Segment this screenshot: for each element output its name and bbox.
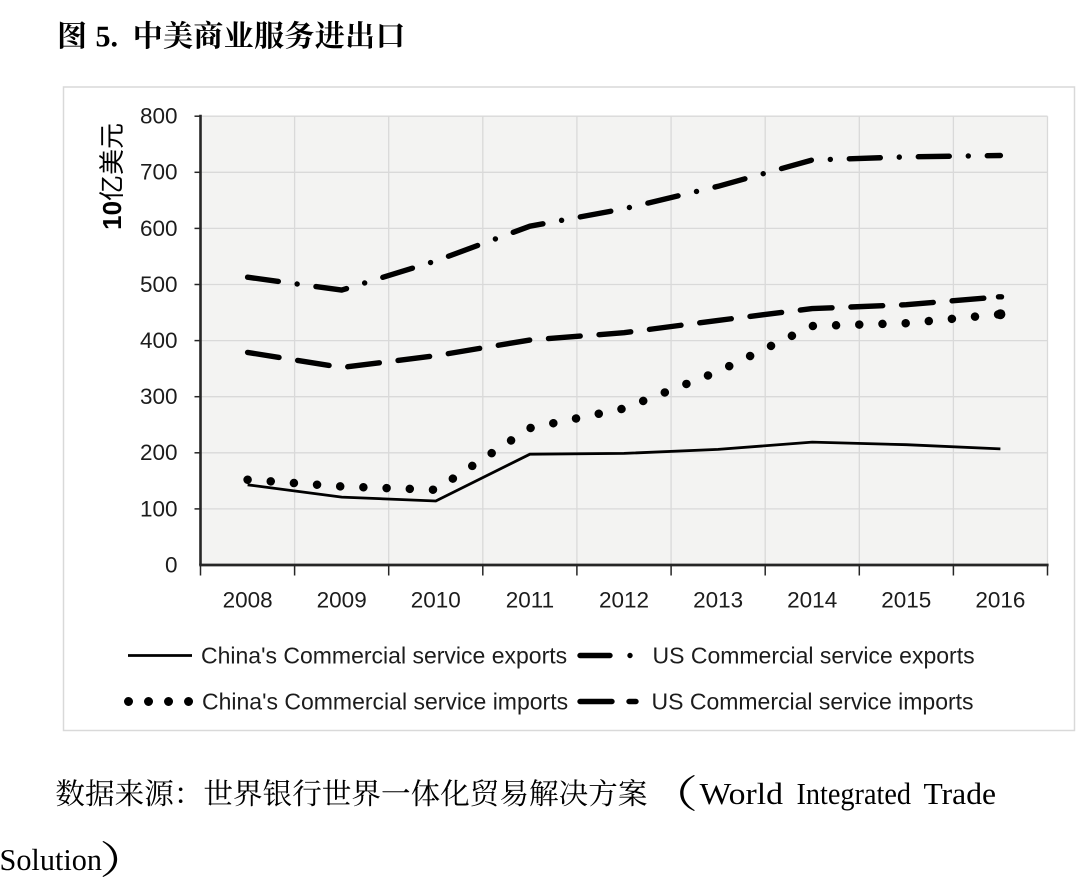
svg-text:World: World — [700, 776, 784, 811]
svg-text:US Commercial service exports: US Commercial service exports — [653, 643, 975, 669]
svg-text:100: 100 — [140, 496, 178, 521]
svg-text:500: 500 — [140, 272, 178, 297]
svg-text:2015: 2015 — [881, 588, 931, 613]
svg-text:700: 700 — [140, 160, 178, 185]
svg-text:2008: 2008 — [223, 588, 273, 613]
svg-text:2012: 2012 — [599, 588, 649, 613]
svg-text:0: 0 — [165, 552, 178, 577]
svg-text:Solution: Solution — [0, 842, 102, 877]
svg-text:China's Commercial service exp: China's Commercial service exports — [201, 643, 567, 669]
svg-text:600: 600 — [140, 216, 178, 241]
svg-text:2011: 2011 — [506, 588, 554, 613]
svg-text:200: 200 — [140, 440, 178, 465]
svg-text:Trade: Trade — [924, 776, 997, 811]
svg-text:China's Commercial service imp: China's Commercial service imports — [202, 689, 568, 715]
svg-text:2016: 2016 — [975, 588, 1025, 613]
svg-text:2010: 2010 — [411, 588, 461, 613]
svg-text:US Commercial service imports: US Commercial service imports — [652, 689, 974, 715]
svg-text:Integrated: Integrated — [797, 776, 912, 811]
svg-text:300: 300 — [140, 384, 178, 409]
svg-text:400: 400 — [140, 328, 178, 353]
svg-text:2014: 2014 — [787, 588, 837, 613]
svg-text:2009: 2009 — [317, 588, 367, 613]
svg-text:2013: 2013 — [693, 588, 743, 613]
svg-text:800: 800 — [140, 104, 178, 129]
